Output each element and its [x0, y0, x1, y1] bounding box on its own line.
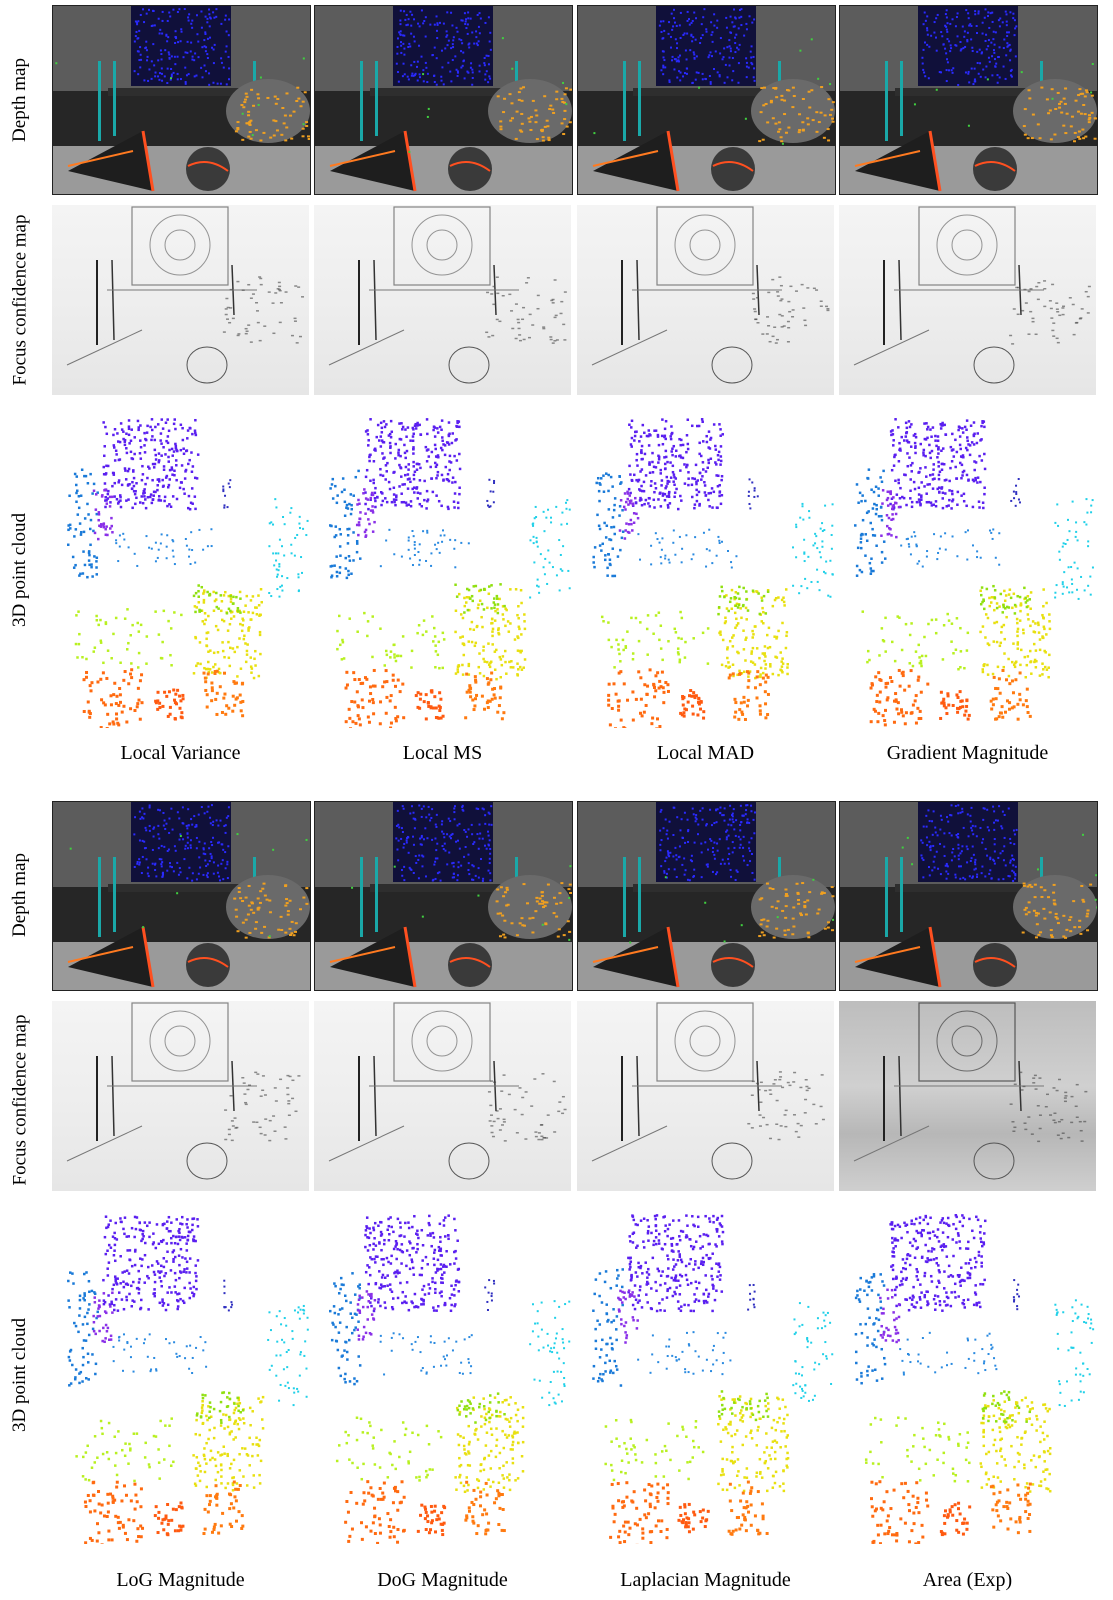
point-cloud-dog-magnitude [314, 1214, 571, 1544]
point-cloud-log-magnitude [52, 1214, 309, 1544]
row-label-depth-bottom: Depth map [9, 853, 30, 937]
depth-map-gradient-magnitude [839, 5, 1098, 195]
depth-map-image [840, 802, 1097, 990]
point-cloud-local-ms [314, 418, 571, 728]
confidence-map-laplacian-magnitude [577, 1001, 834, 1191]
depth-map-local-ms [314, 5, 573, 195]
confidence-map-image [853, 206, 1091, 384]
depth-map-image [840, 6, 1097, 194]
point-cloud-image [592, 418, 834, 728]
confidence-map-local-mad [577, 205, 834, 395]
confidence-map-dog-magnitude [314, 1001, 571, 1191]
depth-map-image [53, 802, 310, 990]
depth-map-area-exp [839, 801, 1098, 991]
row-label-depth-top: Depth map [9, 58, 30, 142]
point-cloud-laplacian-magnitude [577, 1214, 834, 1544]
caption-laplacian-magnitude: Laplacian Magnitude [620, 1569, 791, 1591]
confidence-map-image [328, 206, 567, 384]
caption-local-ms: Local MS [402, 742, 483, 764]
caption-local-mad: Local MAD [656, 742, 755, 764]
confidence-map-image [328, 1002, 567, 1180]
caption-area-exp: Area (Exp) [922, 1569, 1013, 1591]
confidence-map-local-variance [52, 205, 309, 395]
depth-map-laplacian-magnitude [577, 801, 836, 991]
confidence-map-image [591, 206, 830, 384]
confidence-map-gradient-magnitude [839, 205, 1096, 395]
depth-map-dog-magnitude [314, 801, 573, 991]
confidence-map-image [591, 1002, 825, 1180]
row-label-cloud-top: 3D point cloud [9, 513, 30, 627]
caption-dog-magnitude: DoG Magnitude [377, 1569, 508, 1591]
point-cloud-image [854, 418, 1094, 727]
confidence-map-image [66, 206, 305, 384]
point-cloud-local-variance [52, 418, 309, 728]
row-label-cloud-bottom: 3D point cloud [9, 1318, 30, 1432]
depth-map-image [578, 6, 835, 194]
confidence-map-log-magnitude [52, 1001, 309, 1191]
point-cloud-image [67, 418, 309, 728]
depth-map-local-mad [577, 5, 836, 195]
depth-map-image [315, 802, 572, 990]
confidence-map-area-exp [839, 1001, 1096, 1191]
caption-log-magnitude: LoG Magnitude [116, 1569, 245, 1591]
point-cloud-image [854, 1214, 1095, 1544]
point-cloud-gradient-magnitude [839, 418, 1096, 728]
point-cloud-image [329, 418, 571, 728]
confidence-map-local-ms [314, 205, 571, 395]
depth-map-log-magnitude [52, 801, 311, 991]
depth-map-image [53, 6, 310, 194]
row-label-confidence-bottom: Focus confidence map [9, 1014, 31, 1186]
depth-map-image [315, 6, 572, 194]
caption-gradient-magnitude: Gradient Magnitude [886, 742, 1049, 764]
point-cloud-image [67, 1215, 309, 1544]
confidence-map-image [66, 1002, 301, 1180]
depth-map-image [578, 802, 835, 990]
row-label-confidence-top: Focus confidence map [9, 214, 31, 386]
depth-map-local-variance [52, 5, 311, 195]
caption-local-variance: Local Variance [120, 742, 241, 764]
confidence-map-image [853, 1002, 1088, 1180]
point-cloud-image [329, 1214, 571, 1544]
point-cloud-image [592, 1214, 834, 1544]
point-cloud-local-mad [577, 418, 834, 728]
point-cloud-area-exp [839, 1214, 1096, 1544]
